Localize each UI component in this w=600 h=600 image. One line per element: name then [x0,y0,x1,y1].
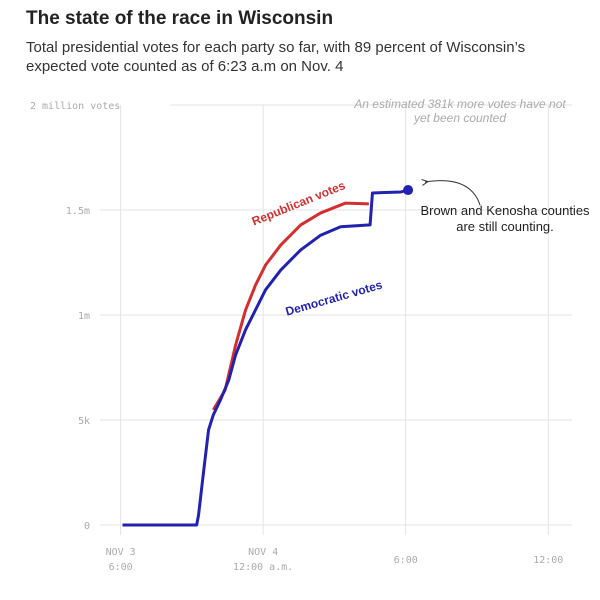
series-label: Democratic votes [284,278,384,319]
y-tick-label: 2 million votes [30,101,120,112]
x-tick-label: 12:00 [533,555,563,566]
x-tick-label: NOV 4 12:00 a.m. [233,547,293,573]
x-tick-label: 6:00 [394,555,418,566]
y-tick-label: 1.5m [66,206,90,217]
end-dot [403,185,414,196]
y-tick-label: 5k [78,416,90,427]
y-tick-label: 1m [78,311,90,322]
x-tick-label: NOV 3 6:00 [106,547,136,573]
annotation: Brown and Kenosha counties are still cou… [420,203,590,234]
line [122,188,409,527]
arrow [425,181,481,206]
line [211,201,369,411]
subtitle: Total presidential votes for each party … [26,39,526,75]
chart-title: The state of the race in Wisconsin [26,8,334,29]
series-label: Republican votes [250,178,348,228]
y-tick-label: 0 [84,521,90,532]
annotation: An estimated 381k more votes have not ye… [354,97,566,125]
